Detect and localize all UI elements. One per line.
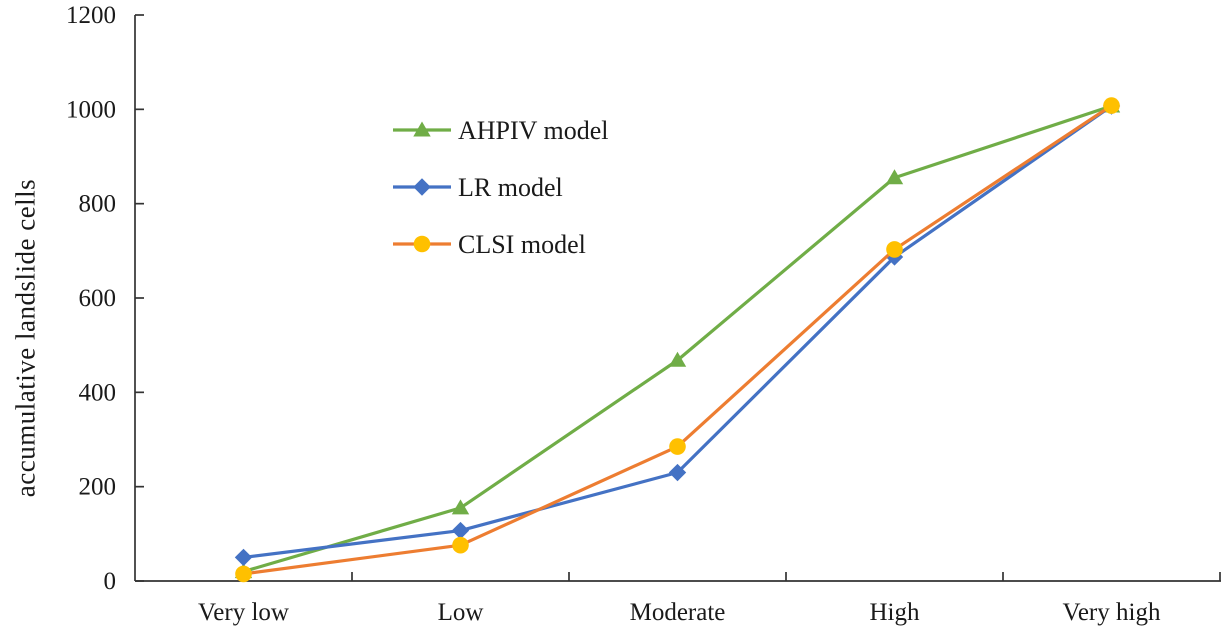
series-lr-model [234,97,1121,567]
legend-item: LR model [393,173,563,202]
data-point-marker-circle [886,241,903,258]
y-axis-title: accumulative landslide cells [10,178,41,498]
x-axis-label: Very high [1063,599,1161,626]
x-axis-label: Moderate [630,599,726,626]
data-point-marker-circle [1103,97,1120,114]
legend-label: LR model [458,173,563,202]
data-point-marker-circle [669,438,686,455]
y-axis-tick-label: 800 [79,191,117,218]
data-point-marker-circle [235,565,252,583]
series-line [243,104,1113,574]
data-point-marker-triangle [885,169,904,185]
data-point-marker-diamond [668,463,687,482]
data-point-marker-triangle [668,351,687,367]
y-axis-tick-label: 400 [79,379,117,406]
data-point-marker-circle [413,235,431,253]
y-axis-tick-label: 0 [104,568,117,595]
legend-item: CLSI model [393,230,586,259]
x-axis-label: High [870,599,921,626]
series-ahpiv-model [234,97,1121,579]
legend: AHPIV model LR model CLSI model [393,116,608,259]
y-axis-tick-label: 1200 [66,2,116,29]
y-axis-tick-label: 200 [79,474,117,501]
data-point-marker-diamond [451,521,470,540]
data-point-marker-triangle [451,499,470,515]
x-axis-label: Low [438,599,484,626]
data-point-marker-circle [452,536,469,554]
series-clsi-model [235,97,1120,583]
legend-label: AHPIV model [458,116,608,145]
data-point-marker-diamond [234,548,253,567]
data-point-marker-triangle [413,121,431,137]
series-line [243,104,1113,560]
x-axis-label: Very low [198,599,289,626]
legend-item: AHPIV model [393,116,608,145]
series-line [243,104,1113,576]
y-axis-tick-label: 1000 [66,96,116,123]
data-point-marker-diamond [413,178,431,196]
y-axis-tick-label: 600 [79,285,117,312]
legend-label: CLSI model [458,230,586,259]
